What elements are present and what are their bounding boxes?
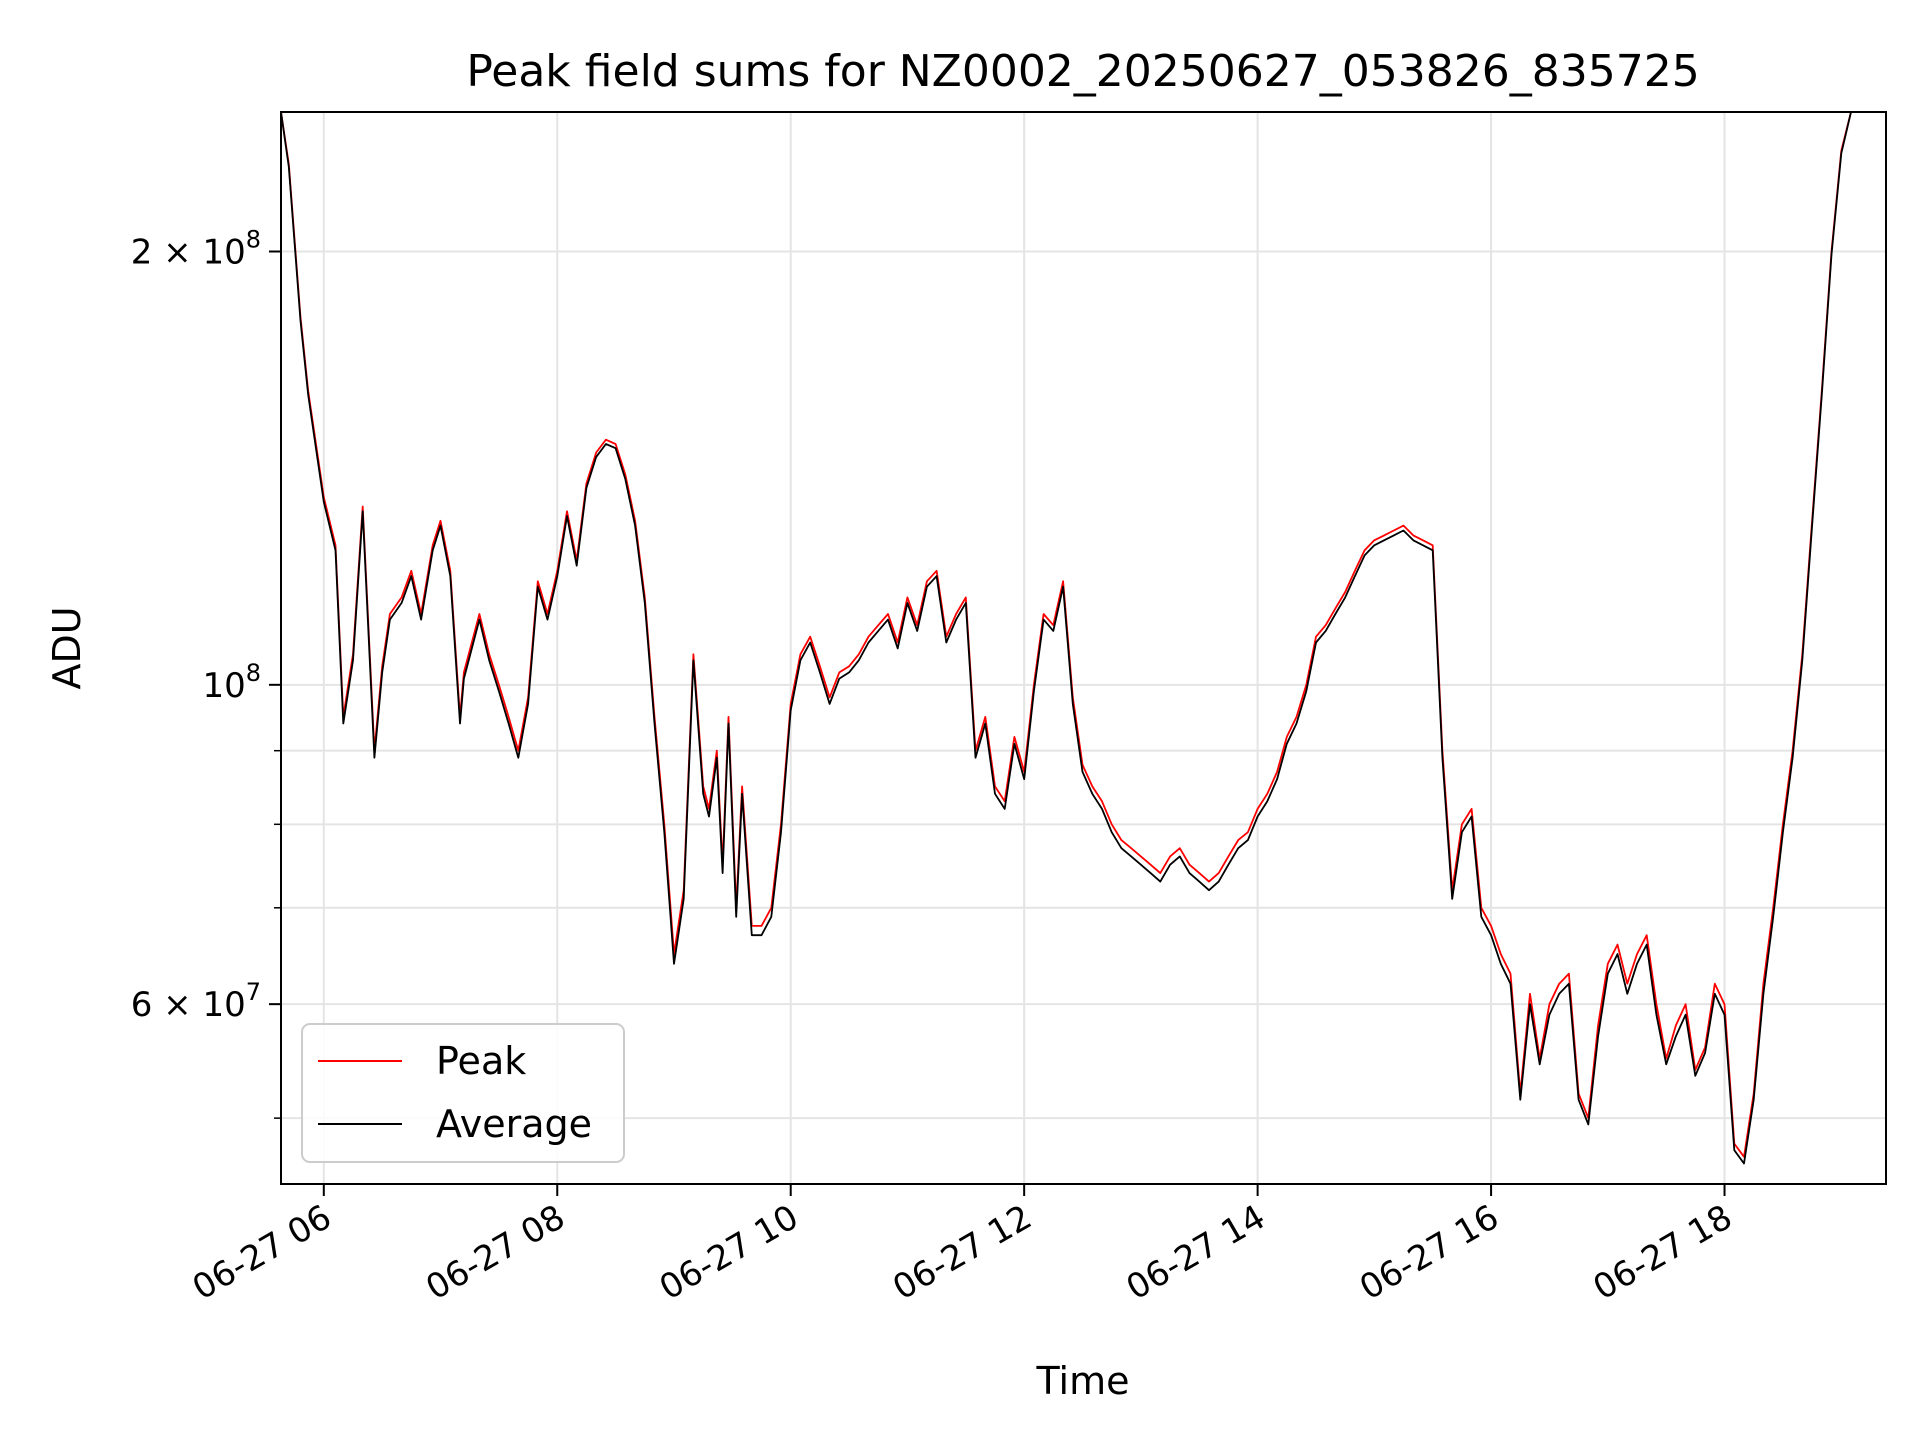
series-line-peak [281,112,1852,1158]
legend-label-average: Average [436,1102,592,1146]
y-tick-label: 6 × 107 [131,978,261,1025]
y-axis-label: ADU [45,606,89,689]
legend-label-peak: Peak [436,1039,526,1083]
y-tick-label: 2 × 108 [131,225,261,272]
plot-frame [280,111,1887,1185]
legend-box [301,1023,625,1163]
plot-lines [281,112,1852,1165]
series-line-average [281,112,1852,1165]
x-axis-label: Time [1036,1359,1130,1403]
legend: Peak Average [301,1023,625,1163]
chart-title: Peak field sums for NZ0002_20250627_0538… [466,46,1699,97]
